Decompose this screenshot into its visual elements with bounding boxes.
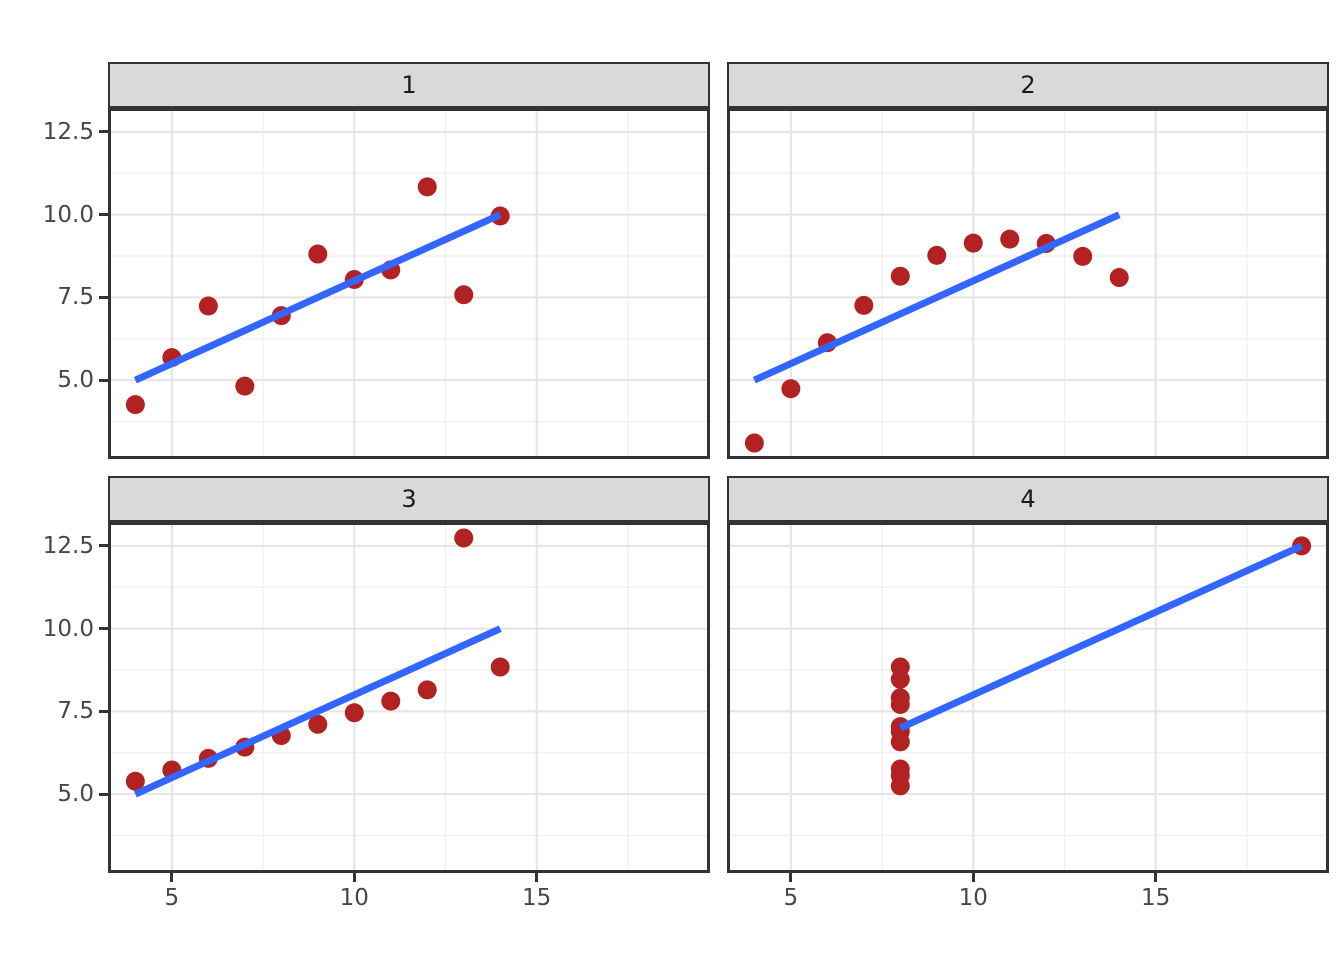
regression-line: [133, 211, 502, 384]
x-tick-label: 10: [339, 885, 369, 911]
y-tick-label: 7.5: [57, 284, 94, 311]
data-point: [308, 244, 328, 264]
data-point: [454, 285, 474, 305]
x-tick-label: 5: [783, 885, 799, 911]
data-point: [454, 528, 474, 548]
data-point: [890, 669, 910, 689]
x-tick-mark: [352, 873, 356, 882]
data-point: [890, 688, 910, 708]
data-point: [854, 295, 874, 315]
facet-panel-1: [108, 108, 710, 459]
y-tick-mark: [99, 378, 108, 382]
y-tick-label: 10.0: [42, 201, 94, 228]
facet-panel-3: [108, 522, 710, 873]
x-tick-mark: [1154, 873, 1158, 882]
data-point: [781, 379, 801, 399]
data-point: [417, 177, 437, 197]
data-point: [744, 433, 764, 453]
y-tick-mark: [99, 213, 108, 217]
y-tick-label: 12.5: [42, 532, 94, 559]
data-point: [1073, 246, 1093, 266]
panel-border: [727, 108, 1329, 459]
data-point: [381, 691, 401, 711]
y-tick-label: 10.0: [42, 615, 94, 642]
x-tick-mark: [789, 873, 793, 882]
y-tick-mark: [99, 544, 108, 548]
data-point: [490, 657, 510, 677]
facet-strip-label: 1: [401, 71, 417, 99]
facet-panel-4: [727, 522, 1329, 873]
facet-panel-2: [727, 108, 1329, 459]
x-tick-label: 5: [164, 885, 180, 911]
data-point: [344, 703, 364, 723]
y-tick-label: 5.0: [57, 367, 94, 394]
data-point: [198, 296, 218, 316]
facet-strip-2: 2: [727, 62, 1329, 108]
data-point: [1000, 229, 1020, 249]
regression-line: [752, 211, 1121, 384]
y-tick-label: 7.5: [57, 698, 94, 725]
data-point: [125, 395, 145, 415]
data-point: [963, 233, 983, 253]
data-point: [235, 376, 255, 396]
panel-border: [108, 108, 710, 459]
x-tick-label: 10: [958, 885, 988, 911]
facet-strip-3: 3: [108, 476, 710, 522]
x-tick-mark: [971, 873, 975, 882]
panel-border: [727, 522, 1329, 873]
data-point: [417, 680, 437, 700]
facet-strip-label: 4: [1020, 485, 1036, 513]
y-tick-mark: [99, 627, 108, 631]
facet-strip-label: 3: [401, 485, 417, 513]
regression-line: [898, 542, 1304, 732]
data-point: [308, 714, 328, 734]
x-tick-mark: [170, 873, 174, 882]
y-tick-label: 12.5: [42, 118, 94, 145]
panel-border: [108, 522, 710, 873]
regression-line: [133, 625, 502, 798]
y-tick-mark: [99, 295, 108, 299]
y-tick-mark: [99, 709, 108, 713]
x-tick-label: 15: [522, 885, 552, 911]
facet-strip-4: 4: [727, 476, 1329, 522]
y-tick-label: 5.0: [57, 781, 94, 808]
facet-strip-label: 2: [1020, 71, 1036, 99]
data-point: [890, 766, 910, 786]
y-tick-mark: [99, 130, 108, 134]
data-point: [927, 245, 947, 265]
x-tick-label: 15: [1141, 885, 1171, 911]
x-tick-mark: [535, 873, 539, 882]
data-point: [1109, 268, 1129, 288]
data-point: [125, 771, 145, 791]
data-point: [890, 266, 910, 286]
facet-strip-1: 1: [108, 62, 710, 108]
y-tick-mark: [99, 792, 108, 796]
